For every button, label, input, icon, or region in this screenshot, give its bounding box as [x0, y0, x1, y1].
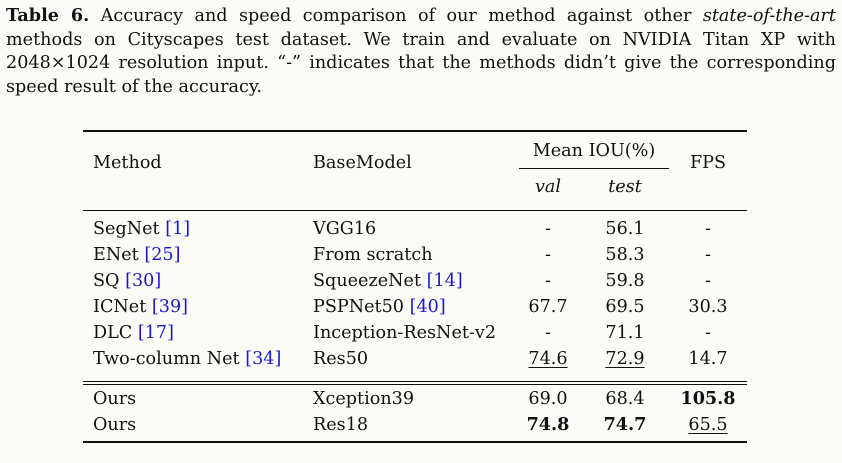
header-fps: FPS: [689, 153, 727, 173]
test-cell: 59.8: [605, 271, 645, 291]
header-val: val: [534, 177, 562, 197]
citation-link[interactable]: 34: [252, 349, 275, 369]
citation-link[interactable]: 40: [416, 297, 439, 317]
mean-iou-underline: [519, 168, 669, 169]
val-cell: 67.7: [528, 297, 568, 317]
val-cell-second-best: 74.6: [528, 349, 568, 369]
header-method: Method: [93, 153, 162, 173]
val-cell: -: [545, 323, 551, 343]
test-cell: 58.3: [605, 245, 645, 265]
section-rule-1: [83, 381, 747, 382]
val-cell-best: 74.8: [526, 414, 570, 435]
fps-cell-best: 105.8: [680, 388, 736, 409]
method-cell: SQ [30]: [93, 271, 162, 291]
val-cell: -: [545, 219, 551, 239]
section-rule-2: [83, 384, 747, 385]
fps-cell: 30.3: [688, 297, 728, 317]
basemodel-cell: From scratch: [313, 245, 433, 265]
header-basemodel: BaseModel: [313, 153, 412, 173]
header-test: test: [608, 177, 642, 197]
val-cell: -: [545, 245, 551, 265]
method-cell: ICNet [39]: [93, 297, 189, 317]
fps-cell: -: [705, 245, 711, 265]
val-cell: -: [545, 271, 551, 291]
top-rule: [83, 130, 747, 132]
citation-link[interactable]: 17: [144, 323, 168, 343]
basemodel-cell: Res50: [313, 349, 369, 369]
caption-italic: state-of-the-art: [702, 6, 836, 26]
method-cell: ENet [25]: [93, 245, 181, 265]
citation-link[interactable]: 39: [158, 297, 182, 317]
caption-text-2: methods on Cityscapes test dataset. We t…: [6, 29, 836, 97]
basemodel-cell: SqueezeNet [14]: [313, 271, 463, 291]
bottom-rule: [83, 441, 747, 443]
method-cell: SegNet [1]: [93, 219, 191, 239]
test-cell-best: 74.7: [603, 414, 647, 435]
basemodel-cell: Xception39: [313, 389, 415, 409]
citation-link[interactable]: 14: [433, 271, 456, 291]
header-mean-iou: Mean IOU(%): [532, 141, 656, 161]
fps-cell: 14.7: [688, 349, 728, 369]
caption-label: Table 6.: [6, 5, 90, 26]
test-cell: 68.4: [605, 389, 645, 409]
method-cell: DLC [17]: [93, 323, 174, 343]
fps-cell-second-best: 65.5: [688, 415, 728, 435]
fps-cell: -: [705, 271, 711, 291]
citation-link[interactable]: 30: [131, 271, 155, 291]
test-cell: 71.1: [605, 323, 645, 343]
citation-link[interactable]: 1: [172, 219, 184, 239]
method-cell: Ours: [93, 415, 137, 435]
test-cell: 56.1: [605, 219, 645, 239]
basemodel-cell: PSPNet50 [40]: [313, 297, 446, 317]
fps-cell: -: [705, 219, 711, 239]
citation-link[interactable]: 25: [151, 245, 174, 265]
val-cell: 69.0: [528, 389, 568, 409]
fps-cell: -: [705, 323, 711, 343]
basemodel-cell: Res18: [313, 415, 369, 435]
basemodel-cell: VGG16: [313, 219, 377, 239]
method-cell: Ours: [93, 389, 137, 409]
basemodel-cell: Inception-ResNet-v2: [313, 323, 497, 343]
method-cell: Two-column Net [34]: [93, 349, 282, 369]
table-caption: Table 6. Accuracy and speed comparison o…: [6, 4, 836, 99]
header-rule: [83, 210, 747, 211]
test-cell: 69.5: [605, 297, 645, 317]
caption-text-1: Accuracy and speed comparison of our met…: [89, 6, 703, 26]
test-cell-second-best: 72.9: [605, 349, 645, 369]
